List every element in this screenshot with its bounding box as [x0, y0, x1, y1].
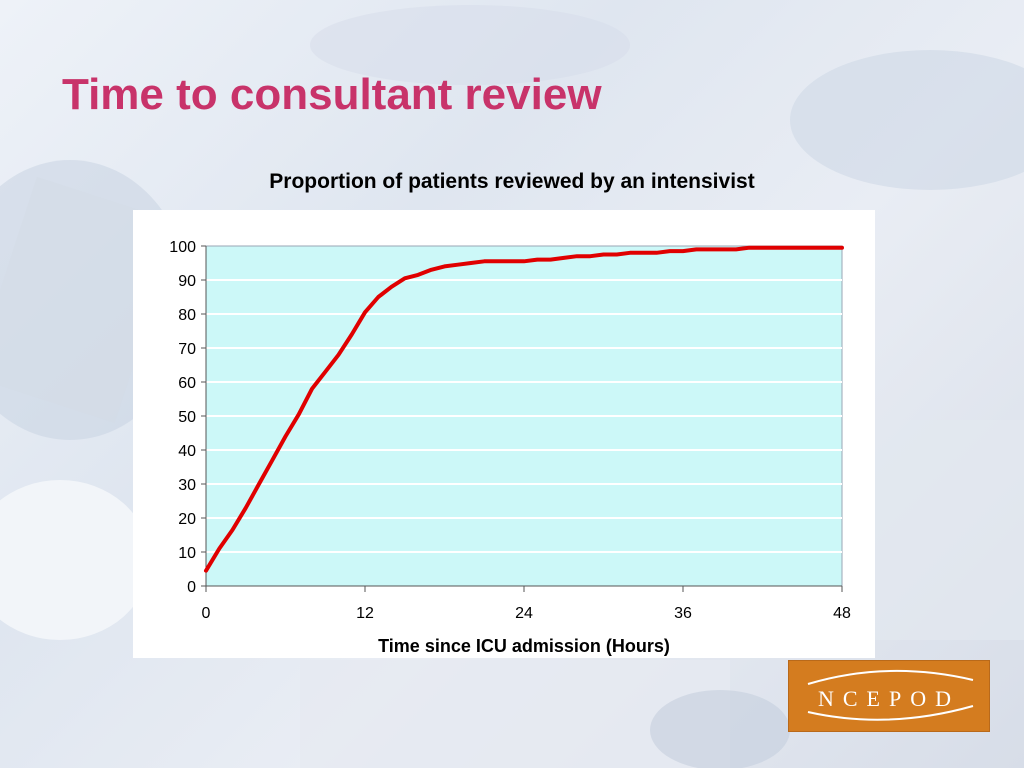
y-tick-label: 70	[178, 341, 196, 358]
logo-swoosh-icon	[807, 669, 974, 721]
x-tick-label: 36	[674, 605, 692, 622]
x-axis-title: Time since ICU admission (Hours)	[378, 636, 670, 656]
series-line	[204, 245, 844, 573]
logo-text: NCEPOD	[817, 686, 960, 711]
ncepod-logo: NCEPOD	[788, 660, 990, 732]
x-tick-label: 48	[833, 605, 851, 622]
y-tick-label: 50	[178, 409, 196, 426]
chart-title: Proportion of patients reviewed by an in…	[269, 170, 755, 193]
x-tick-label: 0	[202, 605, 211, 622]
y-tick-label: 60	[178, 375, 196, 392]
y-tick-label: 80	[178, 307, 196, 324]
y-tick-label: 10	[178, 545, 196, 562]
y-tick-label: 0	[187, 579, 196, 596]
slide-title: Time to consultant review	[62, 70, 602, 119]
x-tick-label: 24	[515, 605, 533, 622]
x-tick-label: 12	[356, 605, 374, 622]
y-tick-label: 40	[178, 443, 196, 460]
y-tick-label: 90	[178, 273, 196, 290]
line-chart: 0 10 20 30 40 50 60 70 80 90 100 0 12 24 36 48 Time sinc…	[169, 239, 851, 656]
chart-panel: 0 10 20 30 40 50 60 70 80 90 100 0 12 24 36 48 Time sinc…	[133, 210, 875, 658]
y-tick-label: 30	[178, 477, 196, 494]
y-tick-label: 20	[178, 511, 196, 528]
y-tick-label: 100	[169, 239, 196, 256]
